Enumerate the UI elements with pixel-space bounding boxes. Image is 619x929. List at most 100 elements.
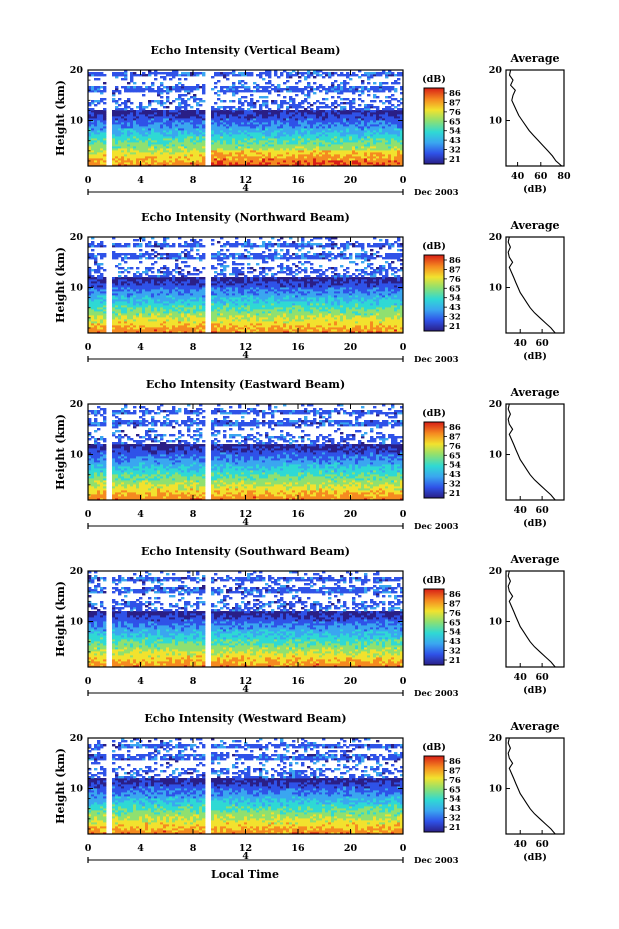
heatmap-cell — [94, 140, 98, 143]
heatmap-cell — [163, 152, 167, 155]
heatmap-cell — [358, 90, 362, 93]
heatmap-cell — [280, 158, 284, 161]
heatmap-cell — [292, 132, 296, 135]
heatmap-cell — [91, 148, 95, 151]
heatmap-cell — [196, 118, 200, 121]
heatmap-cell — [214, 150, 218, 153]
heatmap-cell — [262, 134, 266, 137]
heatmap-cell — [226, 126, 230, 129]
heatmap-cell — [247, 146, 251, 149]
heatmap-cell — [124, 112, 128, 115]
heatmap-cell — [130, 146, 134, 149]
heatmap-cell — [166, 100, 170, 103]
heatmap-cell — [154, 275, 158, 278]
heatmap-cell — [259, 118, 263, 121]
heatmap-cell — [148, 146, 152, 149]
heatmap-cell — [118, 92, 122, 95]
heatmap-cell — [265, 112, 269, 115]
heatmap-cell — [250, 116, 254, 119]
heatmap-cell — [139, 273, 143, 276]
heatmap-cell — [289, 142, 293, 145]
heatmap-cell — [166, 134, 170, 137]
heatmap-cell — [274, 122, 278, 125]
heatmap-cell — [283, 134, 287, 137]
heatmap-cell — [166, 144, 170, 147]
heatmap-cell — [202, 132, 206, 135]
heatmap-cell — [217, 120, 221, 123]
heatmap-cell — [250, 162, 254, 165]
heatmap-cell — [118, 164, 122, 167]
heatmap-cell — [184, 275, 188, 278]
heatmap-cell — [268, 128, 272, 131]
heatmap-cell — [328, 106, 332, 109]
heatmap-cell — [127, 140, 131, 143]
heatmap-cell — [154, 108, 158, 111]
heatmap-cell — [97, 90, 101, 93]
heatmap-cell — [88, 154, 92, 157]
heatmap-cell — [277, 160, 281, 163]
heatmap-cell — [172, 136, 176, 139]
heatmap-cell — [190, 144, 194, 147]
heatmap-cell — [193, 118, 197, 121]
heatmap-cell — [163, 132, 167, 135]
heatmap-cell — [313, 88, 317, 91]
heatmap-cell — [148, 74, 152, 77]
heatmap-cell — [223, 150, 227, 153]
heatmap-cell — [277, 150, 281, 153]
heatmap-cell — [232, 74, 236, 77]
heatmap-cell — [133, 154, 137, 157]
heatmap-cell — [151, 249, 155, 252]
heatmap-cell — [115, 118, 119, 121]
heatmap-cell — [187, 116, 191, 119]
heatmap-cell — [91, 136, 95, 139]
heatmap-cell — [127, 122, 131, 125]
heatmap-cell — [136, 86, 140, 89]
heatmap-cell — [292, 146, 296, 149]
heatmap-cell — [178, 164, 182, 167]
heatmap-cell — [265, 90, 269, 93]
heatmap-cell — [223, 86, 227, 89]
heatmap-cell — [253, 120, 257, 123]
heatmap-cell — [178, 82, 182, 85]
heatmap-cell — [163, 120, 167, 123]
heatmap-cell — [226, 106, 230, 109]
heatmap-cell — [241, 136, 245, 139]
heatmap-cell — [190, 130, 194, 133]
heatmap-cell — [148, 70, 152, 73]
heatmap-cell — [121, 245, 125, 248]
heatmap-cell — [103, 253, 107, 256]
heatmap-cell — [277, 158, 281, 161]
heatmap-cell — [127, 112, 131, 115]
heatmap-cell — [154, 100, 158, 103]
heatmap-cell — [148, 136, 152, 139]
heatmap-cell — [262, 130, 266, 133]
heatmap-cell — [244, 126, 248, 129]
heatmap-cell — [199, 124, 203, 127]
heatmap-cell — [139, 136, 143, 139]
heatmap-cell — [151, 84, 155, 87]
heatmap-cell — [175, 144, 179, 147]
heatmap-cell — [124, 70, 128, 73]
heatmap-cell — [163, 257, 167, 260]
heatmap-cell — [127, 88, 131, 91]
heatmap-cell — [157, 118, 161, 121]
heatmap-cell — [217, 154, 221, 157]
heatmap-cell — [127, 144, 131, 147]
heatmap-cell — [220, 164, 224, 167]
heatmap-cell — [217, 148, 221, 151]
heatmap-cell — [247, 86, 251, 89]
heatmap-cell — [136, 116, 140, 119]
heatmap-cell — [133, 88, 137, 91]
heatmap-cell — [145, 130, 149, 133]
heatmap-cell — [391, 98, 395, 101]
heatmap-cell — [154, 148, 158, 151]
date-label: Dec 2003 — [414, 188, 459, 198]
heatmap-cell — [175, 277, 179, 280]
heatmap-cell — [259, 156, 263, 159]
heatmap-cell — [211, 150, 215, 153]
heatmap-cell — [196, 116, 200, 119]
heatmap-cell — [253, 142, 257, 145]
heatmap-cell — [166, 164, 170, 167]
heatmap-cell — [91, 128, 95, 131]
heatmap-cell — [232, 138, 236, 141]
